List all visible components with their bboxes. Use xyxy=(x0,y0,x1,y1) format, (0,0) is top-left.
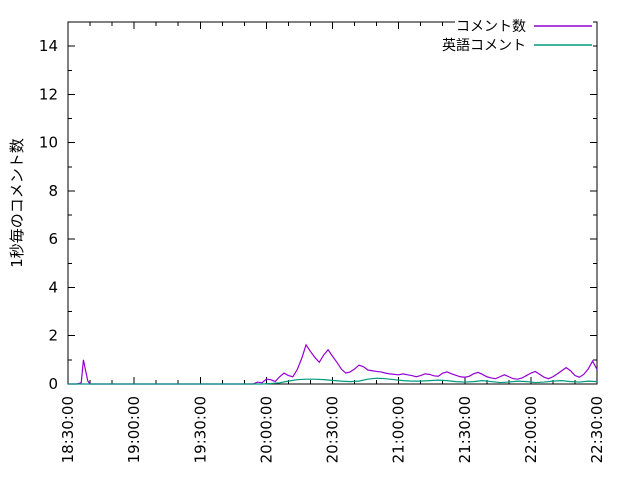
y-tick-label: 6 xyxy=(48,230,58,248)
y-tick-label: 10 xyxy=(39,134,58,152)
x-tick-label: 18:30:00 xyxy=(59,396,77,463)
y-tick-label: 4 xyxy=(48,278,58,296)
y-tick-label: 0 xyxy=(48,375,58,393)
x-tick-label: 20:00:00 xyxy=(257,396,275,463)
legend-background xyxy=(455,16,593,54)
plot-frame xyxy=(67,21,598,385)
series-lines xyxy=(68,343,598,385)
y-tick-label: 2 xyxy=(48,327,58,345)
x-tick-label: 22:00:00 xyxy=(522,396,540,463)
x-tick-label: 21:00:00 xyxy=(390,396,408,463)
axis-labels: 0 2 4 6 8 10 12 14 18:30:00 19:00:00 19:30:00 20:00… xyxy=(8,37,606,463)
legend-label-1: コメント数 xyxy=(456,19,526,35)
x-tick-label: 19:30:00 xyxy=(191,396,209,463)
y-tick-label: 12 xyxy=(39,85,58,103)
x-tick-label: 21:30:00 xyxy=(456,396,474,463)
axes xyxy=(67,21,598,385)
y-tick-label: 8 xyxy=(48,182,58,200)
x-tick-label: 20:30:00 xyxy=(324,396,342,463)
y-tick-label: 14 xyxy=(39,37,58,55)
series-line-2 xyxy=(68,377,598,385)
x-tick-label: 22:30:00 xyxy=(588,396,606,463)
x-tick-label: 19:00:00 xyxy=(125,396,143,463)
legend-label-2: 英語コメント xyxy=(442,37,526,54)
y-axis-title: 1秒毎のコメント数 xyxy=(8,138,26,268)
